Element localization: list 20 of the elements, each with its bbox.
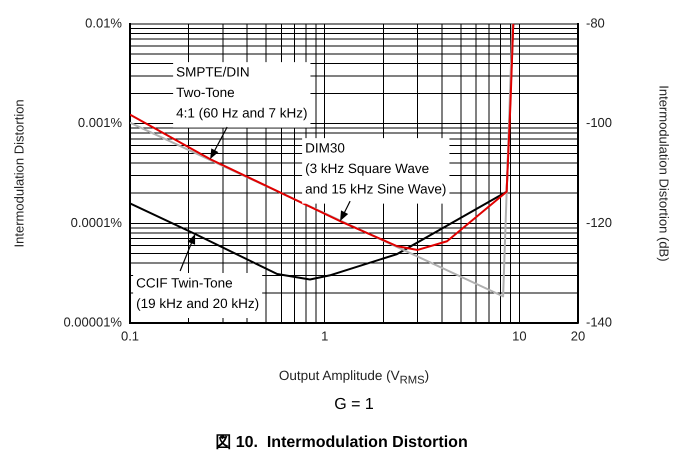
y2-tick-label: -140 — [586, 314, 612, 330]
annotation: CCIF Twin-Tone (19 kHz and 20 kHz) — [136, 275, 260, 311]
y-tick-label: 0.0001% — [70, 214, 122, 230]
y-tick-label: 0.00001% — [63, 314, 122, 330]
x-tick-label: 20 — [570, 328, 586, 344]
y2-tick-label: -80 — [586, 15, 605, 30]
y-tick-label: 0.001% — [78, 115, 122, 130]
y2-axis-title: Intermodulation Distortion (dB) — [656, 85, 672, 262]
annotation: DIM30 (3 kHz Square Wave and 15 kHz Sine Wave) — [305, 140, 446, 197]
annotation: SMPTE/DIN Two-Tone 4:1 (60 Hz and 7 kHz) — [176, 64, 308, 121]
text: 図 10. Intermodulation Distortion — [214, 433, 469, 453]
y2-tick-label: -100 — [586, 115, 612, 130]
y2-tick-label: -120 — [586, 214, 612, 230]
x-tick-label: 0.1 — [120, 328, 140, 344]
x-tick-label: 1 — [321, 328, 328, 344]
y-tick-label: 0.01% — [85, 15, 122, 30]
text: G = 1 — [333, 396, 375, 414]
x-axis-title: Output Amplitude (V$_{RMS}$) — [278, 368, 430, 387]
x-tick-label: 10 — [512, 328, 527, 344]
y-axis-title: Intermodulation Distortion — [11, 99, 26, 248]
